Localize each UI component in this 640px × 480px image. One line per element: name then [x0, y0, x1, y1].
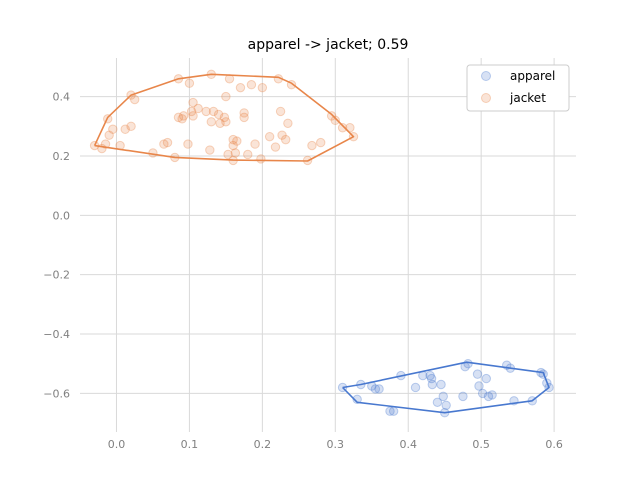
apparel-point: [426, 373, 437, 384]
apparel-point: [483, 391, 494, 402]
y-tick-label: −0.2: [43, 269, 70, 282]
jacket-point: [230, 148, 241, 158]
legend: apparel jacket: [466, 64, 570, 112]
jacket-point: [162, 137, 173, 148]
y-tick-label: −0.4: [43, 328, 70, 341]
jacket-point: [188, 97, 198, 108]
jacket-point: [270, 142, 281, 152]
x-tick-label: 0.0: [108, 438, 126, 451]
jacket-point: [239, 112, 249, 123]
apparel-point: [474, 381, 484, 391]
jacket-point: [275, 106, 286, 117]
jacket-point: [108, 124, 118, 134]
jacket-point: [257, 82, 268, 93]
jacket-point: [228, 134, 238, 145]
apparel-point: [427, 379, 438, 390]
x-axis-ticks: 0.0 0.1 0.2 0.3 0.4 0.5 0.6: [108, 438, 563, 451]
jacket-point: [337, 123, 348, 133]
jacket-point: [186, 106, 197, 117]
jacket-point: [104, 130, 114, 140]
jacket-point: [221, 117, 231, 127]
x-tick-label: 0.3: [327, 438, 345, 451]
jacket-point: [219, 112, 230, 123]
jacket-hull-line: [93, 73, 355, 162]
jacket-point: [246, 80, 257, 90]
apparel-point: [472, 369, 483, 379]
jacket-point: [283, 118, 293, 129]
jacket-point: [215, 118, 225, 129]
jacket-point: [130, 94, 140, 105]
jacket-point: [221, 91, 231, 102]
apparel-point: [352, 394, 362, 405]
jacket-point: [173, 112, 184, 123]
series-apparel: [337, 359, 554, 418]
jacket-point: [184, 78, 195, 88]
jacket-point: [206, 117, 216, 127]
legend-label-jacket: jacket: [509, 91, 546, 105]
jacket-point: [239, 108, 249, 118]
x-tick-label: 0.1: [181, 438, 199, 451]
jacket-point: [223, 149, 233, 160]
legend-label-apparel: apparel: [510, 69, 555, 83]
jacket-point: [280, 134, 291, 145]
legend-marker-apparel: [481, 71, 491, 81]
apparel-point: [477, 388, 488, 399]
apparel-point: [410, 382, 421, 393]
y-tick-label: 0.0: [53, 209, 71, 222]
jacket-point: [213, 109, 224, 120]
apparel-point: [388, 406, 399, 416]
jacket-point: [330, 115, 340, 126]
jacket-point: [120, 124, 130, 134]
apparel-point: [436, 379, 446, 390]
jacket-point: [235, 82, 246, 93]
y-axis-ticks: −0.6 −0.4 −0.2 0.0 0.2 0.4: [43, 91, 70, 401]
apparel-point: [441, 400, 451, 410]
jacket-point: [243, 149, 253, 160]
y-tick-label: 0.4: [53, 91, 71, 104]
jacket-point: [232, 136, 242, 146]
jacket-point: [126, 121, 136, 131]
jacket-point: [256, 154, 266, 164]
jacket-point: [188, 111, 198, 121]
apparel-point: [370, 384, 381, 394]
x-tick-label: 0.4: [399, 438, 417, 451]
y-tick-label: 0.2: [53, 150, 71, 163]
jacket-point: [316, 137, 326, 148]
jacket-point: [183, 139, 193, 149]
jacket-point: [307, 140, 317, 151]
apparel-point: [438, 391, 448, 402]
apparel-point: [458, 391, 468, 402]
apparel-point: [374, 384, 384, 394]
jacket-point: [277, 130, 287, 140]
series-layer: [89, 69, 554, 418]
jacket-point: [178, 111, 189, 121]
jacket-point: [264, 131, 275, 142]
series-jacket: [89, 69, 359, 166]
x-tick-label: 0.5: [472, 438, 490, 451]
chart-title: apparel -> jacket; 0.59: [248, 37, 409, 53]
jacket-point: [205, 145, 215, 155]
y-tick-label: −0.6: [43, 387, 70, 400]
jacket-point: [250, 139, 260, 149]
x-tick-label: 0.2: [254, 438, 272, 451]
jacket-point: [228, 140, 238, 151]
apparel-point: [487, 390, 497, 400]
jacket-point: [201, 106, 211, 117]
jacket-point: [159, 139, 169, 149]
legend-box: [466, 64, 570, 112]
apparel-hull-line: [342, 361, 550, 414]
jacket-point: [177, 114, 187, 124]
apparel-point: [481, 373, 491, 384]
jacket-point: [208, 106, 219, 117]
apparel-point: [463, 359, 473, 369]
jacket-point: [193, 103, 203, 114]
apparel-point: [432, 397, 443, 408]
apparel-point: [425, 370, 435, 381]
apparel-point: [385, 406, 395, 416]
x-tick-label: 0.6: [545, 438, 563, 451]
legend-marker-jacket: [481, 93, 491, 103]
